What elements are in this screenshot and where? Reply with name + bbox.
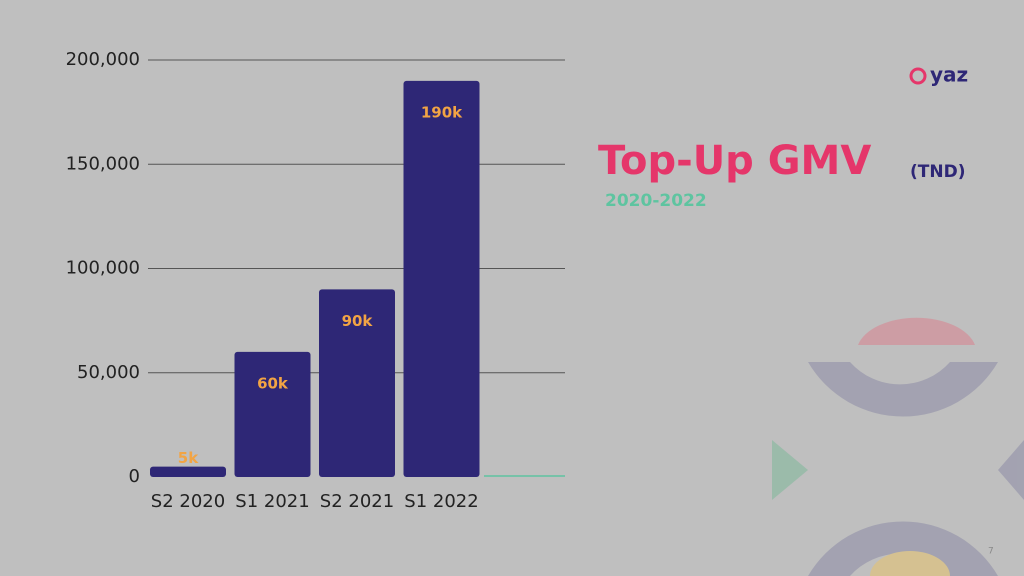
x-tick-label: S2 2021: [320, 491, 394, 512]
bar: [403, 80, 480, 477]
bar: [319, 289, 395, 477]
unit-label: (TND): [910, 162, 965, 182]
bar: [150, 466, 226, 477]
page-number: 7: [988, 547, 994, 557]
bar: [234, 351, 311, 477]
value-label: 190k: [421, 103, 463, 121]
x-tick-label: S1 2022: [404, 491, 478, 512]
logo-text: yaz: [930, 63, 968, 87]
x-tick-label: S1 2021: [235, 491, 309, 512]
logo: yaz: [909, 63, 968, 87]
y-tick-label: 50,000: [77, 362, 140, 383]
decoration: [772, 317, 1024, 576]
value-label: 60k: [257, 374, 289, 392]
y-tick-label: 0: [129, 466, 140, 487]
y-tick-label: 150,000: [66, 153, 140, 174]
y-tick-label: 100,000: [66, 258, 140, 279]
chart-title: Top-Up GMV: [598, 138, 871, 184]
value-label: 90k: [342, 312, 374, 330]
y-tick-label: 200,000: [66, 49, 140, 70]
x-tick-label: S2 2020: [151, 491, 225, 512]
value-label: 5k: [178, 449, 199, 467]
chart-subtitle: 2020-2022: [605, 191, 707, 211]
